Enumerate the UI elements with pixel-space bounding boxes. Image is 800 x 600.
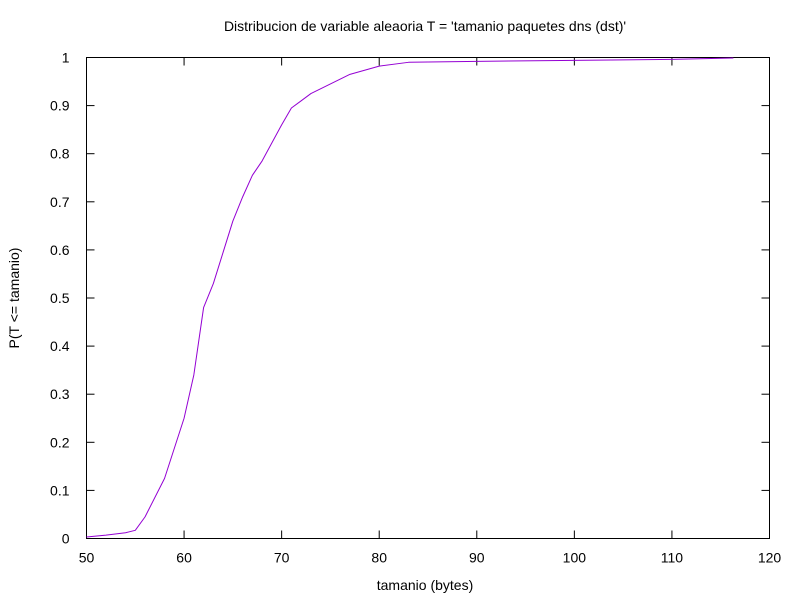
y-tick-label: 0.5 [50, 290, 70, 306]
x-tick-label: 60 [176, 550, 192, 566]
y-axis-ticks: 0 0.1 0.2 0.3 0.4 0.5 0.6 0.7 0.8 0.9 1 [50, 50, 770, 547]
y-tick-label: 1 [62, 50, 70, 66]
x-tick-label: 100 [563, 550, 587, 566]
plot-border [86, 57, 770, 539]
y-tick-label: 0.3 [50, 386, 70, 402]
y-tick-label: 0.9 [50, 98, 70, 114]
cdf-series-line [86, 57, 734, 538]
x-tick-label: 50 [79, 550, 95, 566]
x-tick-label: 110 [661, 550, 684, 566]
y-tick-label: 0.6 [50, 242, 70, 258]
series-layer [86, 57, 734, 538]
chart-title: Distribucion de variable aleaoria T = 't… [224, 18, 626, 34]
x-tick-label: 120 [758, 550, 782, 566]
y-tick-label: 0.8 [50, 146, 70, 162]
y-tick-label: 0.4 [50, 338, 70, 354]
x-axis-title: tamanio (bytes) [377, 577, 473, 593]
x-tick-label: 70 [274, 550, 290, 566]
y-tick-label: 0 [62, 531, 70, 547]
x-tick-label: 80 [371, 550, 387, 566]
y-tick-label: 0.7 [50, 194, 70, 210]
y-tick-label: 0.2 [50, 434, 70, 450]
x-tick-label: 90 [469, 550, 485, 566]
x-axis-ticks: 50 60 70 80 90 100 110 120 [79, 57, 782, 566]
y-axis-title: P(T <= tamanio) [6, 248, 22, 349]
y-tick-label: 0.1 [50, 482, 70, 498]
